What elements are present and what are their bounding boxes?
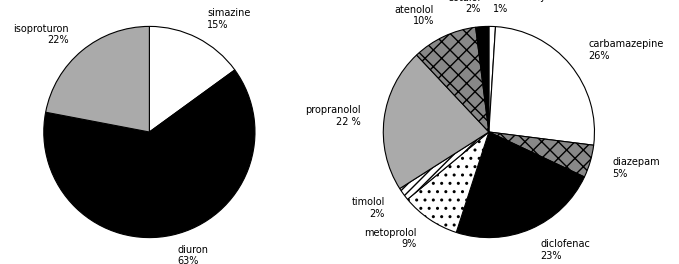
Wedge shape	[489, 26, 496, 132]
Text: diclofenac
23%: diclofenac 23%	[540, 239, 590, 261]
Text: diazepam
5%: diazepam 5%	[612, 157, 660, 179]
Text: sotalol
2%: sotalol 2%	[449, 0, 481, 14]
Text: carbamazepine
26%: carbamazepine 26%	[588, 39, 663, 61]
Text: timolol
2%: timolol 2%	[351, 197, 384, 219]
Text: diuron
63%: diuron 63%	[177, 245, 208, 264]
Wedge shape	[383, 55, 489, 188]
Wedge shape	[149, 26, 235, 132]
Wedge shape	[456, 132, 585, 238]
Text: roxithromycin
1%: roxithromycin 1%	[493, 0, 560, 14]
Wedge shape	[400, 132, 489, 199]
Wedge shape	[417, 27, 489, 132]
Wedge shape	[489, 132, 593, 177]
Text: metoprolol
9%: metoprolol 9%	[364, 228, 416, 249]
Wedge shape	[489, 27, 595, 145]
Text: isoproturon
22%: isoproturon 22%	[13, 23, 69, 45]
Wedge shape	[43, 70, 255, 238]
Wedge shape	[407, 132, 489, 232]
Text: simazine
15%: simazine 15%	[207, 8, 251, 30]
Text: propranolol
22 %: propranolol 22 %	[306, 105, 361, 127]
Text: atenolol
10%: atenolol 10%	[394, 5, 434, 26]
Wedge shape	[45, 26, 149, 132]
Wedge shape	[476, 26, 489, 132]
